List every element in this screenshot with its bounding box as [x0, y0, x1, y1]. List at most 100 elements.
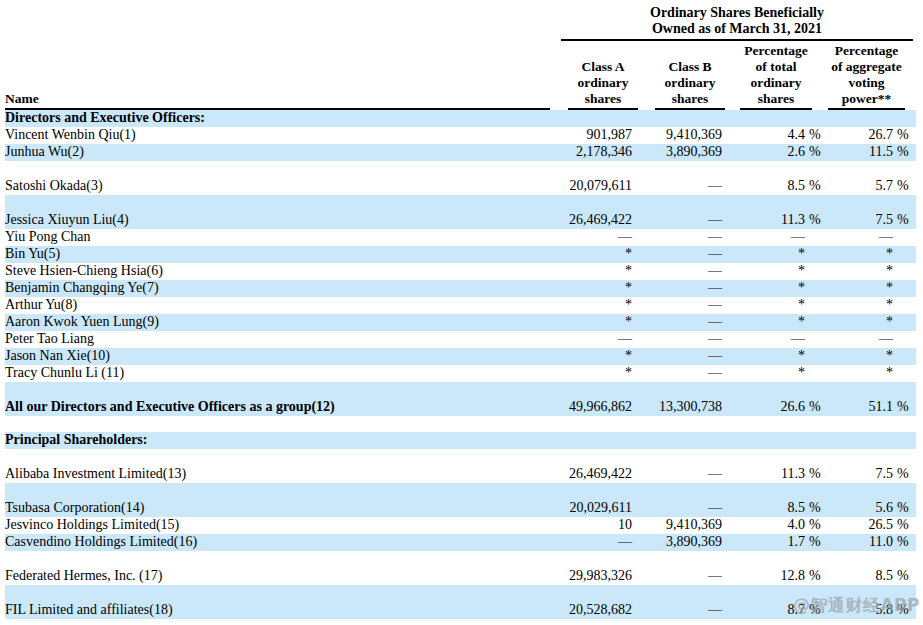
class-b-shares-cell [632, 431, 722, 432]
spacer-row [5, 416, 916, 432]
pct-total-shares-cell: * [722, 246, 805, 263]
shareholder-name-cell: Principal Shareholders: [5, 432, 550, 449]
pct-voting-power-cell: * [827, 263, 893, 280]
shareholder-name-cell: Jesvinco Holdings Limited(15) [5, 517, 550, 534]
class-a-shares-cell: * [550, 365, 632, 382]
shareholder-name-cell: Directors and Executive Officers: [5, 110, 550, 127]
shareholder-name-cell: Steve Hsien-Chieng Hsia(6) [5, 263, 550, 280]
pct-total-shares-cell [722, 431, 805, 432]
class-b-shares-cell: — [632, 178, 722, 195]
class-a-shares-cell: * [550, 280, 632, 297]
column-header-class-b-shares: Class B ordinary shares [655, 59, 725, 110]
class-a-shares-cell: 10 [550, 517, 632, 534]
pct-total-shares-cell: 2.6 [722, 144, 805, 161]
column-headers-row: Name Class A ordinary shares Class B ord… [0, 41, 923, 110]
pct-voting-power-cell: * [827, 280, 893, 297]
pct-voting-sign-cell: % [893, 178, 911, 195]
pct-total-shares-cell [722, 448, 805, 449]
pct-voting-sign-cell [893, 381, 911, 382]
spanning-header-line2: Owned as of March 31, 2021 [561, 21, 913, 37]
class-b-shares-cell: — [632, 331, 722, 348]
pct-total-shares-cell: 12.8 [722, 568, 805, 585]
pct-total-sign-cell: % [805, 144, 827, 161]
pct-total-shares-cell: 26.6 [722, 399, 805, 416]
class-a-shares-cell: — [550, 229, 632, 246]
class-b-shares-cell: — [632, 466, 722, 483]
pct-total-sign-cell: % [805, 466, 827, 483]
class-b-shares-cell: — [632, 229, 722, 246]
class-a-shares-cell: 29,983,326 [550, 568, 632, 585]
pct-voting-sign-cell [893, 431, 911, 432]
class-a-shares-cell: 2,178,346 [550, 144, 632, 161]
class-a-shares-cell: 20,528,682 [550, 602, 632, 619]
pct-total-sign-cell: % [805, 500, 827, 517]
pct-voting-power-cell: * [827, 314, 893, 331]
pct-total-shares-cell: 8.7 [722, 602, 805, 619]
class-b-shares-cell: — [632, 568, 722, 585]
pct-total-sign-cell [805, 381, 827, 382]
class-b-shares-cell: — [632, 297, 722, 314]
class-a-shares-cell: 20,029,611 [550, 500, 632, 517]
table-row: FIL Limited and affiliates(18) 20,528,68… [5, 585, 916, 619]
class-b-shares-cell [632, 448, 722, 449]
table-row: Satoshi Okada(3) 20,079,611 — 8.5 % 5.7 … [5, 161, 916, 195]
table-row: Bin Yu(5) * — * * [5, 246, 916, 263]
class-b-shares-cell: — [632, 602, 722, 619]
shareholder-name-cell: Yiu Pong Chan [5, 229, 550, 246]
spanning-column-header: Ordinary Shares Beneficially Owned as of… [561, 5, 913, 41]
table-row: Arthur Yu(8) * — * * [5, 297, 916, 314]
pct-total-shares-cell: 11.3 [722, 466, 805, 483]
shareholder-name-cell: Vincent Wenbin Qiu(1) [5, 127, 550, 144]
table-row: Tsubasa Corporation(14) 20,029,611 — 8.5… [5, 483, 916, 517]
class-a-shares-cell: * [550, 297, 632, 314]
class-a-shares-cell: 26,469,422 [550, 466, 632, 483]
pct-total-sign-cell [805, 245, 827, 246]
shareholder-name-cell: Federated Hermes, Inc. (17) [5, 568, 550, 585]
class-a-shares-cell: 901,987 [550, 127, 632, 144]
pct-total-shares-cell: 11.3 [722, 212, 805, 229]
pct-voting-power-cell: — [827, 229, 893, 246]
pct-voting-power-cell: 5.7 [827, 178, 893, 195]
pct-voting-power-cell: 7.5 [827, 212, 893, 229]
table-header-top: Ordinary Shares Beneficially Owned as of… [0, 0, 923, 41]
class-b-shares-cell: 13,300,738 [632, 399, 722, 416]
pct-voting-power-cell: 51.1 [827, 399, 893, 416]
shareholder-name-cell: Alibaba Investment Limited(13) [5, 466, 550, 483]
pct-voting-sign-cell [893, 313, 911, 314]
table-row: Federated Hermes, Inc. (17) 29,983,326 —… [5, 551, 916, 585]
pct-total-shares-cell: 8.5 [722, 500, 805, 517]
table-row: Junhua Wu(2) 2,178,346 3,890,369 2.6 % 1… [5, 144, 916, 161]
pct-voting-sign-cell [893, 279, 911, 280]
pct-voting-sign-cell [893, 347, 911, 348]
pct-voting-power-cell: * [827, 365, 893, 382]
class-b-shares-cell: 3,890,369 [632, 144, 722, 161]
class-a-shares-cell: 20,079,611 [550, 178, 632, 195]
column-header-pct-voting-power: Percentage of aggregate voting power** [828, 43, 905, 110]
shareholder-name-cell: Tracy Chunlu Li (11) [5, 365, 550, 382]
pct-total-sign-cell [805, 347, 827, 348]
pct-voting-sign-cell: % [893, 500, 911, 517]
table-row: Yiu Pong Chan — — — — [5, 229, 916, 246]
class-a-shares-cell: * [550, 263, 632, 280]
class-a-shares-cell: * [550, 314, 632, 331]
pct-voting-sign-cell: % [893, 212, 911, 229]
pct-voting-sign-cell: % [893, 568, 911, 585]
pct-total-shares-cell: * [722, 263, 805, 280]
table-row: Steve Hsien-Chieng Hsia(6) * — * * [5, 263, 916, 280]
class-b-shares-cell: — [632, 212, 722, 229]
pct-voting-power-cell [827, 431, 893, 432]
shareholder-name-cell: Tsubasa Corporation(14) [5, 500, 550, 517]
shareholder-name-cell: Peter Tao Liang [5, 331, 550, 348]
pct-total-sign-cell [805, 262, 827, 263]
pct-voting-sign-cell: % [893, 144, 911, 161]
table-row: Aaron Kwok Yuen Lung(9) * — * * [5, 314, 916, 331]
pct-total-sign-cell: % [805, 127, 827, 144]
table-row: Peter Tao Liang — — — — [5, 331, 916, 348]
pct-total-sign-cell [805, 330, 827, 331]
pct-total-sign-cell: % [805, 212, 827, 229]
pct-voting-power-cell: * [827, 297, 893, 314]
class-a-shares-cell: — [550, 534, 632, 551]
pct-voting-sign-cell [893, 262, 911, 263]
class-a-shares-cell [550, 448, 632, 449]
shareholder-name-cell: Bin Yu(5) [5, 246, 550, 263]
